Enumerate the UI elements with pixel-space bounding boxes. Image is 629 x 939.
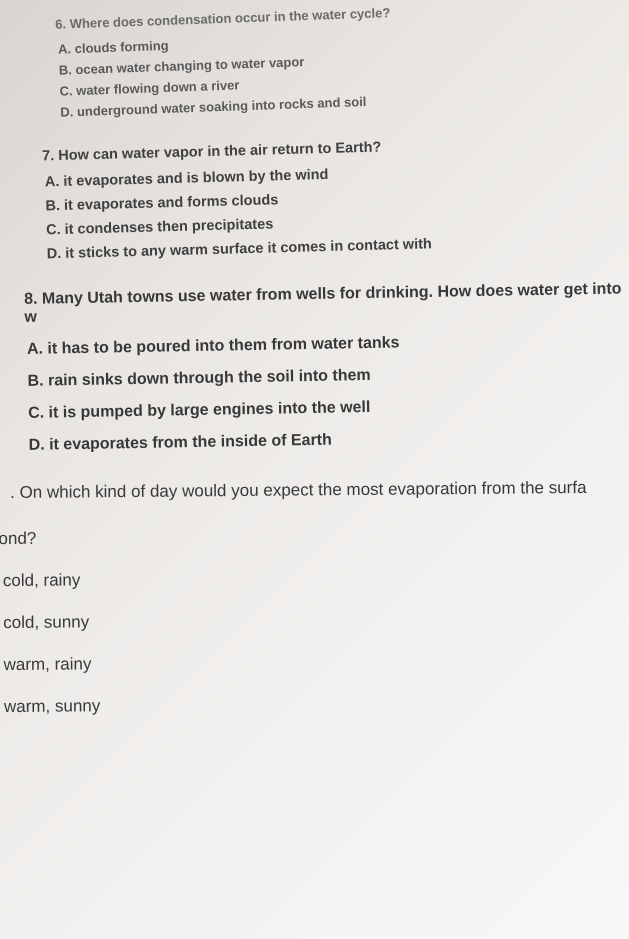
question-9-text: . On which kind of day would you expect …: [10, 478, 629, 503]
question-8-text: 8. Many Utah towns use water from wells …: [24, 280, 629, 327]
question-7: 7. How can water vapor in the air return…: [20, 133, 629, 263]
question-9: . On which kind of day would you expect …: [10, 478, 629, 717]
question-7-text: 7. How can water vapor in the air return…: [42, 133, 629, 164]
question-9-option-b: cold, sunny: [3, 608, 629, 633]
question-8: 8. Many Utah towns use water from wells …: [20, 280, 629, 455]
question-8-option-b: B. rain sinks down through the soil into…: [25, 362, 629, 391]
question-9-pond-text: ond?: [0, 524, 629, 550]
question-9-option-d: warm, sunny: [4, 692, 629, 717]
question-9-option-c: warm, rainy: [4, 650, 629, 675]
question-9-option-a: cold, rainy: [3, 566, 629, 591]
question-8-option-c: C. it is pumped by large engines into th…: [26, 394, 629, 423]
question-6: 6. Where does condensation occur in the …: [20, 0, 629, 121]
question-8-option-a: A. it has to be poured into them from wa…: [25, 330, 629, 359]
question-8-option-d: D. it evaporates from the inside of Eart…: [27, 426, 629, 455]
